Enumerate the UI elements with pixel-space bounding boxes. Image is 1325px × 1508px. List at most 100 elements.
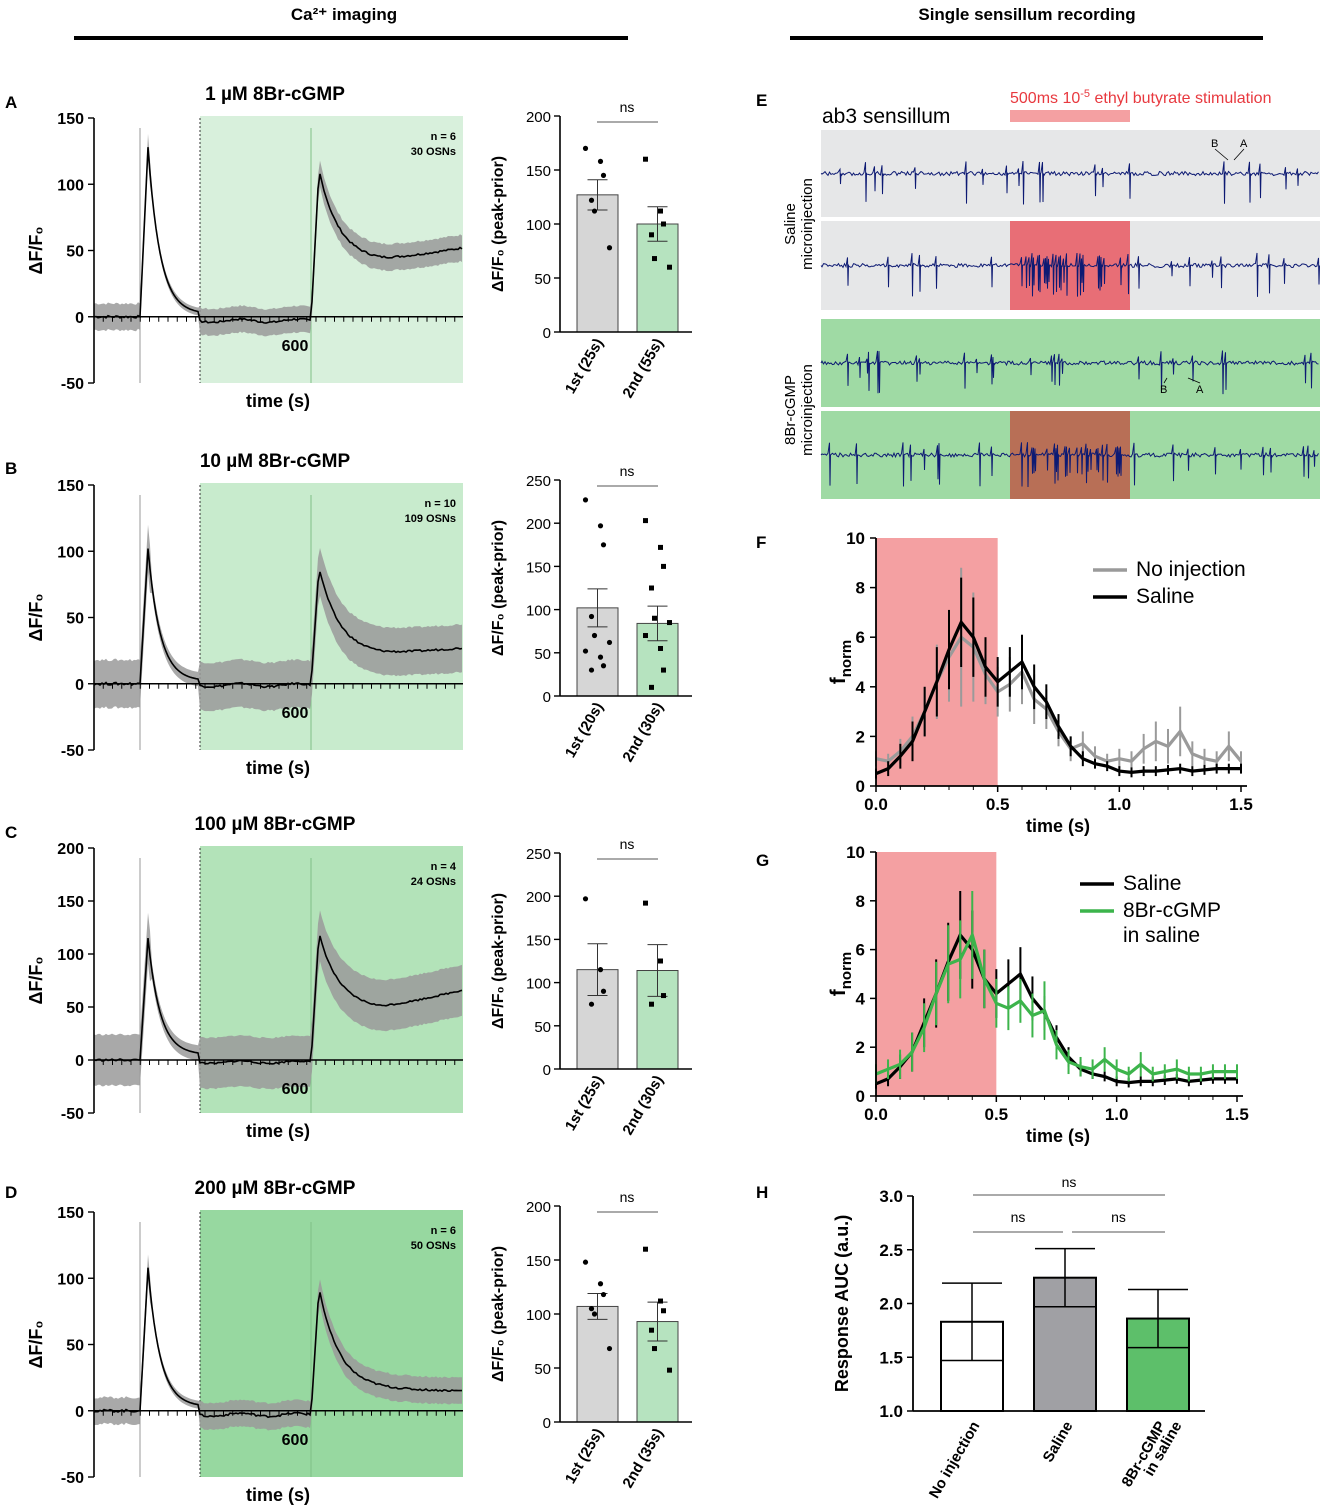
x-axis-label: time (s) <box>246 391 310 411</box>
sig-label: ns <box>620 1189 635 1205</box>
y-tick-label: 6 <box>856 628 865 647</box>
panel-letter-f: F <box>756 533 766 552</box>
x-tick-label: 600 <box>282 1081 309 1098</box>
data-point <box>591 1311 598 1317</box>
y-tick-label: 150 <box>526 1253 551 1270</box>
x-axis-label: time (s) <box>246 1121 310 1141</box>
data-point <box>582 648 589 654</box>
data-point <box>606 639 613 646</box>
spike-pointer <box>1233 148 1245 161</box>
stimulus-bar <box>1010 110 1130 122</box>
y-axis-label-main: f <box>827 988 850 996</box>
x-category-label: 2nd (35s) <box>619 1426 667 1492</box>
mean-trace <box>93 935 463 1065</box>
panel-B: 10 µM 8Br-cGMP 150 100 50 0 -50 600 time (s) ΔF/… <box>26 451 463 778</box>
y-tick-label: 50 <box>66 1000 84 1017</box>
y-tick-label: 100 <box>526 976 551 993</box>
y-tick-label: 2 <box>856 1038 865 1057</box>
panel-F: 10 8 6 4 2 00.0 0.5 1.0 1.5 time (s) fnorm No injec… <box>827 529 1253 836</box>
spike-trace <box>820 161 1319 205</box>
panel-letter-b: B <box>5 459 17 478</box>
spike-trace <box>820 442 1319 487</box>
panel-letter-h: H <box>756 1183 768 1202</box>
y-tick-label: 250 <box>526 846 551 863</box>
spike-label: B <box>1211 138 1218 150</box>
y-tick-label: 150 <box>57 894 84 911</box>
x-category-label: 1st (25s) <box>562 1426 607 1487</box>
y-tick-label: 50 <box>534 271 551 288</box>
spike-pointer <box>1187 377 1201 384</box>
panel-letter-d: D <box>5 1183 17 1202</box>
y-tick-label: -50 <box>61 1106 84 1123</box>
data-point <box>597 158 604 164</box>
data-point <box>643 633 648 639</box>
group-label-saline: Saline <box>782 203 799 245</box>
data-point <box>597 1281 604 1287</box>
y-tick-label: 50 <box>534 646 551 663</box>
spike-label: A <box>1196 384 1204 396</box>
y-tick-label: 0 <box>75 1404 84 1421</box>
mean-trace <box>93 147 463 324</box>
x-tick-label: 1.5 <box>1225 1105 1249 1124</box>
data-point <box>588 613 595 620</box>
y-tick-label: 6 <box>856 941 865 960</box>
data-point <box>643 518 648 524</box>
y-tick-label: 10 <box>846 529 865 548</box>
data-point <box>661 1308 666 1314</box>
data-point <box>600 172 607 178</box>
y-tick-label: 1.5 <box>879 1348 903 1367</box>
y-tick-label: 50 <box>534 1361 551 1378</box>
data-point <box>591 208 598 214</box>
y-tick-label: 0 <box>543 1415 551 1432</box>
data-point <box>597 654 604 660</box>
data-point <box>661 993 666 999</box>
data-point <box>667 264 672 270</box>
y-tick-label: 50 <box>534 1019 551 1036</box>
x-tick-label: 600 <box>282 338 309 355</box>
y-axis-label: ΔF/F₀ <box>26 226 46 274</box>
data-point <box>652 256 657 262</box>
y-tick-label: 0 <box>856 777 865 796</box>
y-tick-label: 100 <box>526 1307 551 1324</box>
legend-label: 8Br-cGMP <box>1123 899 1221 922</box>
data-point <box>600 542 607 548</box>
spike-pointer <box>1163 377 1168 384</box>
data-point <box>661 667 666 673</box>
y-tick-label: 0 <box>75 1053 84 1070</box>
x-tick-label: 0.5 <box>986 795 1010 814</box>
y-axis-label: fnorm <box>827 952 855 997</box>
x-tick-label: 1.0 <box>1108 795 1132 814</box>
y-tick-label: 0 <box>75 310 84 327</box>
data-point <box>597 967 604 973</box>
x-axis-label: time (s) <box>1026 1126 1090 1146</box>
y-tick-label: 150 <box>526 559 551 576</box>
panel-E: ab3 sensillum 500ms 10-5 ethyl butyrate s… <box>782 88 1320 499</box>
panel-D: 200 µM 8Br-cGMP 150 100 50 0 -50 600 time (s) ΔF… <box>26 1178 463 1505</box>
data-point <box>649 684 654 690</box>
data-point <box>582 145 589 151</box>
chart-title: 200 µM 8Br-cGMP <box>195 1178 356 1199</box>
y-axis-label: Response AUC (a.u.) <box>832 1215 852 1392</box>
x-category-label: 2nd (30s) <box>619 1073 667 1139</box>
data-point <box>643 1246 648 1252</box>
y-tick-label: 50 <box>66 244 84 261</box>
y-tick-label: 2.5 <box>879 1241 903 1260</box>
y-tick-label: 1.0 <box>879 1402 903 1421</box>
x-axis-label: time (s) <box>246 1485 310 1505</box>
data-point <box>597 523 604 529</box>
y-tick-label: 150 <box>57 1205 84 1222</box>
data-point <box>588 667 595 673</box>
y-tick-label: -50 <box>61 376 84 393</box>
x-axis-label: time (s) <box>246 758 310 778</box>
data-point <box>582 1259 589 1265</box>
x-category-label: 2nd (55s) <box>619 336 667 402</box>
panel-D-bar: 1st (25s) 2nd (35s) 200 150 100 50 0 ns ΔF/F₀ (p… <box>490 1189 692 1491</box>
group-label-saline-sub: microinjection <box>799 178 816 270</box>
y-tick-label: 100 <box>57 544 84 561</box>
y-tick-label: 3.0 <box>879 1187 903 1206</box>
spike-trace <box>820 252 1320 297</box>
y-tick-label: 100 <box>57 1271 84 1288</box>
sig-label: ns <box>620 99 635 115</box>
y-tick-label: 8 <box>856 892 865 911</box>
sig-label: ns <box>620 463 635 479</box>
